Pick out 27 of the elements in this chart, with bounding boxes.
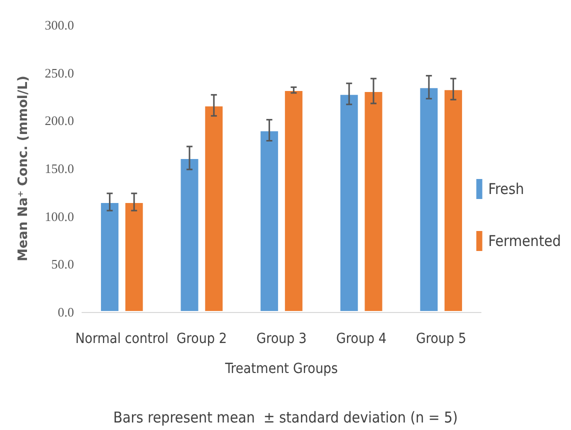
bar [124, 202, 144, 312]
y-tick-label: 200.0 [44, 113, 74, 128]
x-axis-title: Treatment Groups [224, 361, 338, 377]
x-tick-label: Normal control [75, 331, 168, 347]
x-tick-label: Group 4 [336, 331, 386, 347]
legend-label: Fresh [488, 180, 524, 198]
x-tick-label: Group 5 [416, 331, 466, 347]
x-tick-label: Group 3 [256, 331, 307, 347]
y-tick-label: 150.0 [44, 161, 74, 176]
bar [284, 90, 304, 312]
y-tick-label: 50.0 [51, 256, 74, 272]
y-tick-label: 250.0 [44, 65, 74, 80]
bar [419, 87, 439, 312]
bar [204, 105, 224, 312]
bar [364, 91, 384, 312]
y-tick-label: 0.0 [58, 304, 74, 320]
y-axis-title: Mean Na⁺ Conc. (mmol/L) [16, 76, 31, 262]
bar [339, 94, 359, 312]
text: Bars represent mean ± standard deviation (n = 5) [113, 408, 458, 426]
bar [444, 89, 464, 312]
bar [100, 202, 120, 312]
bar [180, 158, 200, 312]
y-tick-label: 300.0 [44, 18, 74, 32]
bar [260, 130, 280, 312]
legend-label: Fermented [488, 232, 562, 250]
y-tick-label: 100.0 [44, 208, 74, 224]
x-tick-label: Group 2 [176, 331, 227, 347]
